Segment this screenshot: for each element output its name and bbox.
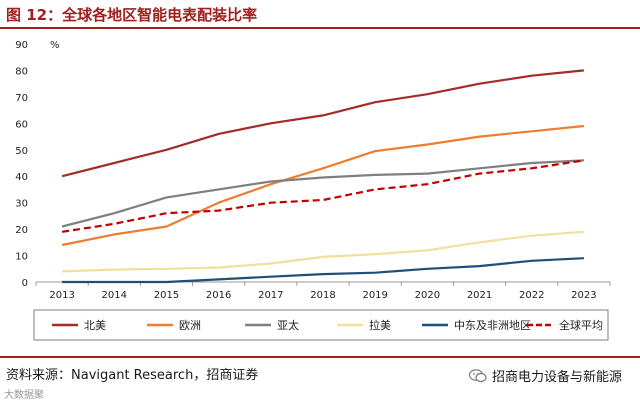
chart-series	[61, 69, 585, 284]
series-line	[62, 257, 584, 284]
brand-label: 招商电力设备与新能源	[468, 366, 622, 385]
y-tick-label: 60	[15, 119, 28, 130]
y-tick-label: 80	[15, 66, 28, 77]
legend-label: 亚太	[277, 319, 299, 332]
y-tick-label: 90	[15, 40, 28, 51]
series-line	[61, 159, 585, 233]
x-tick-label: 2015	[154, 290, 179, 301]
figure-header: 图 12：全球各地区智能电表配装比率	[0, 0, 640, 29]
figure-title: 图 12：全球各地区智能电表配装比率	[6, 6, 258, 24]
series-line	[61, 69, 585, 178]
brand-name: 招商电力设备与新能源	[491, 370, 622, 385]
watermark: 大数据聚	[4, 390, 44, 401]
source-note: 资料来源：Navigant Research，招商证券	[6, 368, 259, 383]
y-axis-unit: %	[50, 40, 60, 51]
legend-label: 欧洲	[179, 319, 201, 332]
x-tick-label: 2019	[362, 290, 387, 301]
y-tick-label: 0	[22, 278, 28, 289]
x-tick-label: 2022	[519, 290, 544, 301]
x-tick-label: 2014	[102, 290, 127, 301]
legend-label: 全球平均	[559, 318, 603, 332]
series-line	[61, 159, 584, 228]
y-tick-label: 30	[15, 199, 28, 210]
title-divider	[0, 27, 640, 29]
wechat-icon	[468, 368, 487, 382]
x-tick-label: 2017	[258, 290, 283, 301]
chart-legend: 北美 欧洲 亚太 拉美 中东及非洲地区 全球平均	[33, 309, 609, 341]
x-tick-label: 2023	[571, 290, 596, 301]
chart-axes: % 0 10 20 30 40 50 60 70 80 90 2013 2014 2015 2016 2017…	[15, 40, 611, 301]
legend-box	[33, 309, 609, 341]
x-tick-label: 2020	[415, 290, 440, 301]
x-tick-label: 2021	[467, 290, 492, 301]
legend-label: 拉美	[369, 318, 391, 332]
legend-label: 中东及非洲地区	[454, 319, 531, 332]
series-line	[61, 124, 585, 247]
chart: % 0 10 20 30 40 50 60 70 80 90 2013 2014 2015 2016 2017…	[15, 40, 611, 341]
y-tick-label: 40	[15, 172, 28, 183]
y-tick-label: 70	[15, 93, 28, 104]
y-tick-label: 50	[15, 146, 28, 157]
x-tick-label: 2013	[49, 290, 74, 301]
y-tick-label: 10	[15, 252, 28, 263]
x-tick-label: 2016	[206, 290, 231, 301]
legend-label: 北美	[84, 319, 106, 332]
source-divider	[0, 356, 640, 358]
y-tick-label: 20	[15, 225, 28, 236]
x-tick-label: 2018	[310, 290, 335, 301]
series-line	[62, 230, 584, 273]
